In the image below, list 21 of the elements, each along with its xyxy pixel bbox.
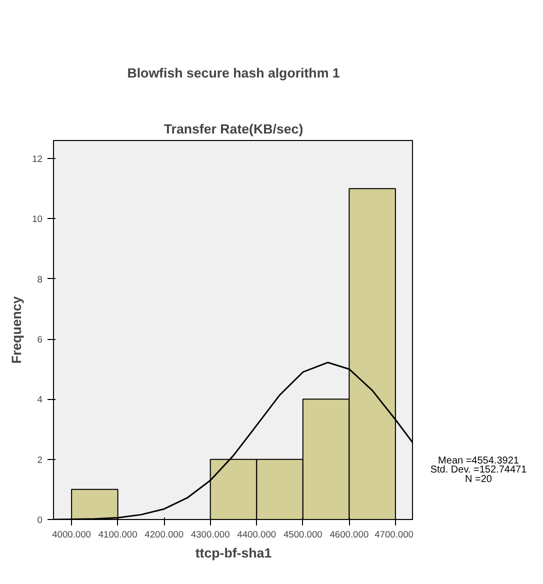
x-tick-label: 4000.000	[52, 530, 92, 540]
y-tick-label: 2	[37, 454, 43, 465]
x-tick-label: 4500.000	[283, 530, 322, 540]
y-tick-label: 6	[37, 334, 43, 345]
y-tick-label: 4	[37, 394, 43, 405]
x-tick-label: 4200.000	[144, 530, 184, 540]
chart-subtitle: Transfer Rate(KB/sec)	[164, 122, 304, 136]
y-tick-label: 8	[37, 274, 43, 284]
y-tick-label: 12	[32, 154, 43, 164]
y-tick-label: 10	[32, 214, 43, 224]
x-tick-label: 4600.000	[330, 530, 369, 540]
y-tick-label: 0	[37, 515, 43, 525]
x-tick-label: 4100.000	[98, 530, 138, 540]
text: N =20	[465, 474, 492, 485]
x-axis-title: ttcp-bf-sha1	[195, 546, 272, 560]
x-tick-label: 4400.000	[237, 530, 276, 540]
x-tick-label: 4700.000	[374, 530, 414, 540]
y-axis-title: Frequency	[9, 296, 24, 364]
text: Std. Dev. =152.74471	[430, 464, 528, 476]
chart-title: Blowfish secure hash algorithm 1	[127, 66, 340, 80]
x-tick-label: 4300.000	[190, 530, 230, 540]
